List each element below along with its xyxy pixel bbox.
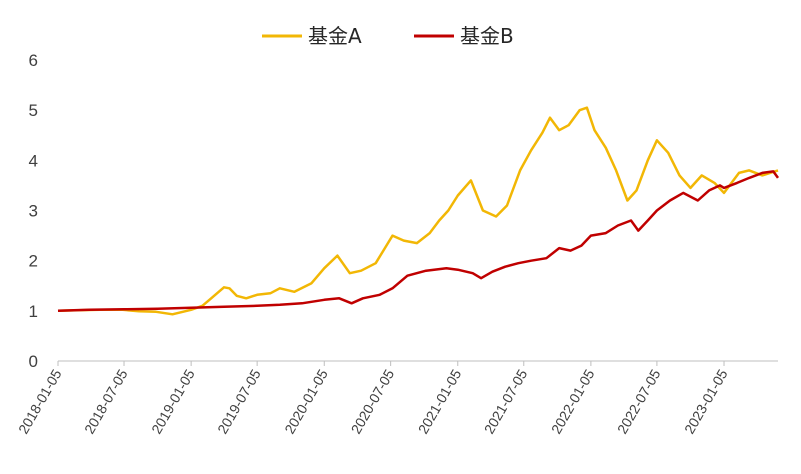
x-tick-label: 2018-07-05 [81, 366, 131, 436]
x-tick-label: 2020-07-05 [348, 366, 398, 436]
series-line-fund-b [57, 170, 780, 313]
x-tick-label: 2022-01-05 [548, 366, 598, 436]
y-tick-label: 4 [29, 151, 38, 170]
y-tick-label: 3 [29, 202, 38, 221]
x-tick-label: 2019-01-05 [148, 366, 198, 436]
y-tick-label: 2 [29, 252, 38, 271]
x-tick-label: 2021-07-05 [481, 366, 531, 436]
x-tick-label: 2021-01-05 [415, 366, 465, 436]
y-axis: 0 1 2 3 4 5 6 [29, 51, 38, 371]
series-line-fund-a [57, 106, 779, 316]
x-tick-label: 2019-07-05 [214, 366, 264, 436]
legend-label-fund-a: 基金A [308, 24, 362, 48]
y-tick-label: 0 [29, 352, 38, 371]
y-tick-label: 5 [29, 101, 38, 120]
x-tick-label: 2023-01-05 [681, 366, 731, 436]
y-tick-label: 6 [29, 51, 38, 70]
legend-label-fund-b: 基金B [460, 24, 514, 48]
y-tick-label: 1 [29, 302, 38, 321]
x-tick-label: 2022-07-05 [614, 366, 664, 436]
chart-legend: 基金A 基金B [262, 24, 514, 48]
x-tick-label: 2018-01-05 [15, 366, 65, 436]
x-axis: 2018-01-05 2018-07-05 2019-01-05 2019-07-05… [15, 360, 778, 437]
plot-area [57, 106, 780, 316]
x-tick-label: 2020-01-05 [281, 366, 331, 436]
